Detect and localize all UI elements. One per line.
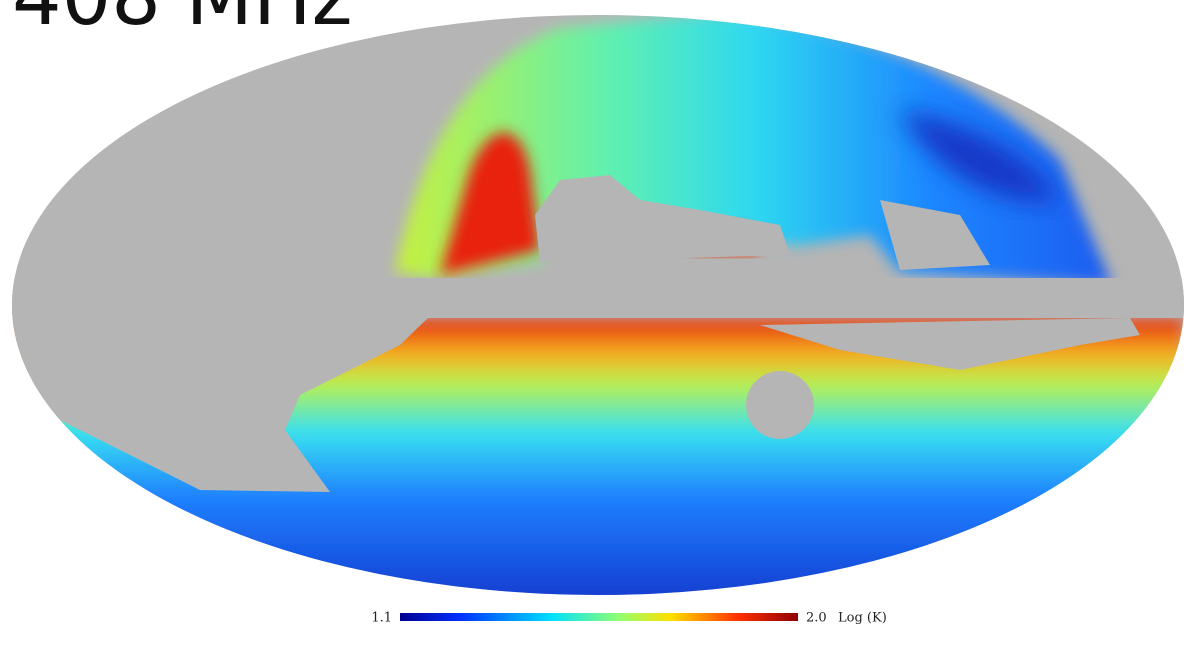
map-title: 408 MHz: [12, 0, 353, 43]
masked-region: [760, 318, 1140, 370]
galactic-plane-mask: [12, 278, 1184, 318]
masked-region: [880, 200, 990, 270]
colorbar: [400, 613, 798, 621]
masked-region: [535, 175, 790, 262]
colorbar-min-label: 1.1: [371, 611, 392, 626]
colorbar-unit: Log (K): [838, 611, 887, 626]
masked-region: [12, 300, 430, 492]
cold-spot: [900, 110, 1060, 202]
hot-region: [440, 132, 540, 275]
masked-region: [746, 371, 814, 439]
colorbar-max-label: 2.0: [806, 611, 827, 626]
